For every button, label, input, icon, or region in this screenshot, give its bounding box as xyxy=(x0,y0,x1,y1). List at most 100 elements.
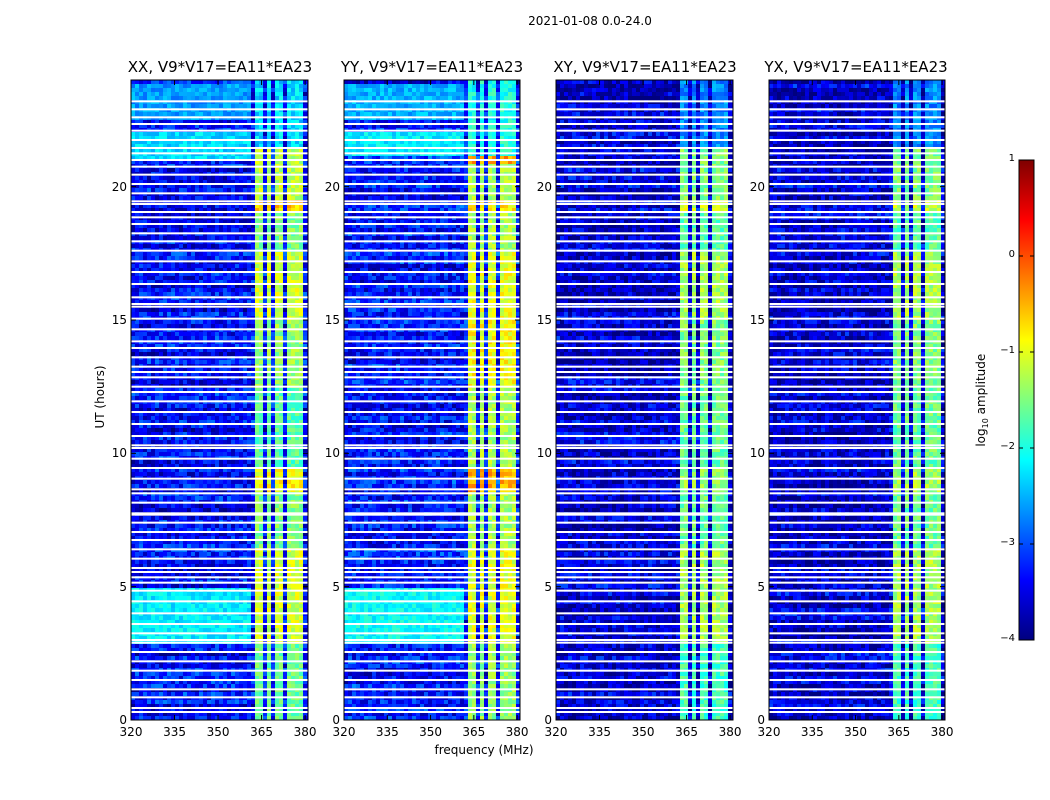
spectrogram-cell xyxy=(211,628,215,632)
spectrogram-cell xyxy=(151,592,155,596)
spectrogram-cell xyxy=(243,628,247,632)
spectrogram-cell xyxy=(219,596,223,600)
spectrogram-cell xyxy=(235,656,239,660)
spectrogram-cell xyxy=(151,684,155,688)
spectrogram-cell xyxy=(263,700,267,704)
spectrogram-cell xyxy=(183,644,187,648)
spectrogram-cell xyxy=(147,592,151,596)
spectrogram-cell xyxy=(239,596,243,600)
spectrogram-cell xyxy=(187,628,191,632)
spectrogram-cell xyxy=(147,608,151,612)
spectrogram-cell xyxy=(231,608,235,612)
spectrogram-cell xyxy=(171,616,175,620)
spectrogram-cell xyxy=(271,628,275,632)
spectrogram-cell xyxy=(139,616,143,620)
spectrogram-cell xyxy=(219,672,223,676)
spectrogram-cell xyxy=(143,644,147,648)
spectrogram-cell xyxy=(211,644,215,648)
spectrogram-cell xyxy=(215,608,219,612)
spectrogram-cell xyxy=(183,716,187,720)
spectrogram-cell xyxy=(263,596,267,600)
spectrogram-cell xyxy=(199,684,203,688)
spectrogram-cell xyxy=(155,628,159,632)
spectrogram-cell xyxy=(195,604,199,608)
spectrogram-cell xyxy=(171,692,175,696)
spectrogram-cell xyxy=(235,692,239,696)
spectrogram-cell xyxy=(199,604,203,608)
spectrogram-cell xyxy=(139,656,143,660)
spectrogram-cell xyxy=(175,644,179,648)
spectrogram-cell xyxy=(295,616,299,620)
spectrogram-cell xyxy=(175,684,179,688)
spectrogram-cell xyxy=(207,628,211,632)
spectrogram-cell xyxy=(259,716,263,720)
spectrogram-cell xyxy=(187,700,191,704)
spectrogram-cell xyxy=(147,656,151,660)
spectrogram-cell xyxy=(215,692,219,696)
spectrogram-cell xyxy=(167,692,171,696)
spectrogram-cell xyxy=(131,604,135,608)
spectrogram-cell xyxy=(187,596,191,600)
spectrogram-cell xyxy=(143,672,147,676)
spectrogram-cell xyxy=(187,616,191,620)
spectrogram-cell xyxy=(211,672,215,676)
spectrogram-cell xyxy=(143,596,147,600)
spectrogram-cell xyxy=(223,596,227,600)
spectrogram-cell xyxy=(255,604,259,608)
spectrogram-cell xyxy=(299,716,303,720)
spectrogram-cell xyxy=(259,608,263,612)
spectrogram-cell xyxy=(167,700,171,704)
spectrogram-cell xyxy=(251,608,255,612)
spectrogram-cell xyxy=(291,628,295,632)
spectrogram-cell xyxy=(219,604,223,608)
spectrogram-cell xyxy=(239,672,243,676)
spectrogram-cell xyxy=(199,716,203,720)
spectrogram-cell xyxy=(231,664,235,668)
spectrogram-cell xyxy=(203,616,207,620)
spectrogram-cell xyxy=(255,644,259,648)
spectrogram-cell xyxy=(219,644,223,648)
spectrogram-cell xyxy=(159,692,163,696)
spectrogram-cell xyxy=(171,608,175,612)
spectrogram-cell xyxy=(175,672,179,676)
spectrogram-cell xyxy=(299,672,303,676)
spectrogram-cell xyxy=(227,700,231,704)
spectrogram-cell xyxy=(231,644,235,648)
spectrogram-cell xyxy=(219,628,223,632)
spectrogram-cell xyxy=(271,692,275,696)
spectrogram-cell xyxy=(303,672,307,676)
spectrogram-cell xyxy=(183,608,187,612)
spectrogram-cell xyxy=(287,700,291,704)
spectrogram-cell xyxy=(243,684,247,688)
spectrogram-cell xyxy=(135,700,139,704)
spectrogram-cell xyxy=(195,716,199,720)
spectrogram-cell xyxy=(215,596,219,600)
spectrogram-cell xyxy=(135,684,139,688)
spectrogram-cell xyxy=(255,616,259,620)
spectrogram-cell xyxy=(239,664,243,668)
spectrogram-cell xyxy=(151,716,155,720)
spectrogram-cell xyxy=(187,664,191,668)
spectrogram-cell xyxy=(191,684,195,688)
spectrogram-cell xyxy=(143,716,147,720)
spectrogram-cell xyxy=(235,672,239,676)
spectrogram-cell xyxy=(259,628,263,632)
spectrogram-cell xyxy=(275,700,279,704)
spectrogram-cell xyxy=(131,700,135,704)
spectrogram-cell xyxy=(171,664,175,668)
spectrogram-cell xyxy=(203,596,207,600)
spectrogram-cell xyxy=(135,672,139,676)
spectrogram-cell xyxy=(223,692,227,696)
spectrogram-cell xyxy=(283,672,287,676)
spectrogram-cell xyxy=(219,692,223,696)
spectrogram-cell xyxy=(147,616,151,620)
spectrogram-cell xyxy=(227,672,231,676)
spectrogram-cell xyxy=(235,716,239,720)
spectrogram-cell xyxy=(263,692,267,696)
spectrogram-cell xyxy=(163,608,167,612)
spectrogram-cell xyxy=(295,700,299,704)
spectrogram-cell xyxy=(191,616,195,620)
spectrogram-cell xyxy=(303,656,307,660)
spectrogram-cell xyxy=(255,700,259,704)
spectrogram-cell xyxy=(243,692,247,696)
